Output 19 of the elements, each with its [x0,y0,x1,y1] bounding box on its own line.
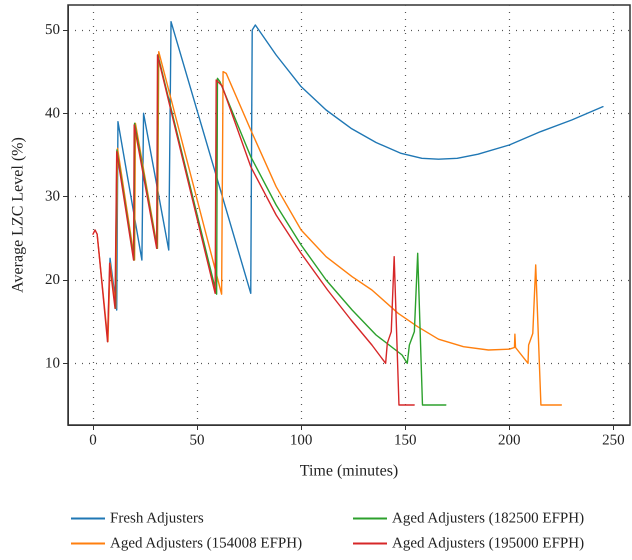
legend-label: Aged Adjusters (154008 EFPH) [110,536,302,552]
y-tick-label: 50 [45,22,60,38]
x-tick-label: 150 [394,432,416,448]
x-axis-title: Time (minutes) [300,462,398,480]
y-axis-title: Average LZC Level (%) [10,137,26,293]
x-tick-label: 100 [290,432,312,448]
line-series [92,54,415,406]
x-tick-label: 250 [602,432,625,448]
y-tick-label: 20 [45,272,60,288]
x-tick-label: 0 [89,432,97,448]
legend-label: Aged Adjusters (182500 EFPH) [392,510,584,526]
x-tick-label: 50 [190,432,205,448]
x-tick-label: 200 [498,432,521,448]
line-series [114,54,446,406]
y-tick-label: 40 [45,105,60,122]
legend-label: Fresh Adjusters [110,510,204,526]
legend-label: Aged Adjusters (195000 EFPH) [392,536,584,552]
y-tick-label: 30 [45,188,60,205]
y-tick-label: 10 [45,355,60,372]
